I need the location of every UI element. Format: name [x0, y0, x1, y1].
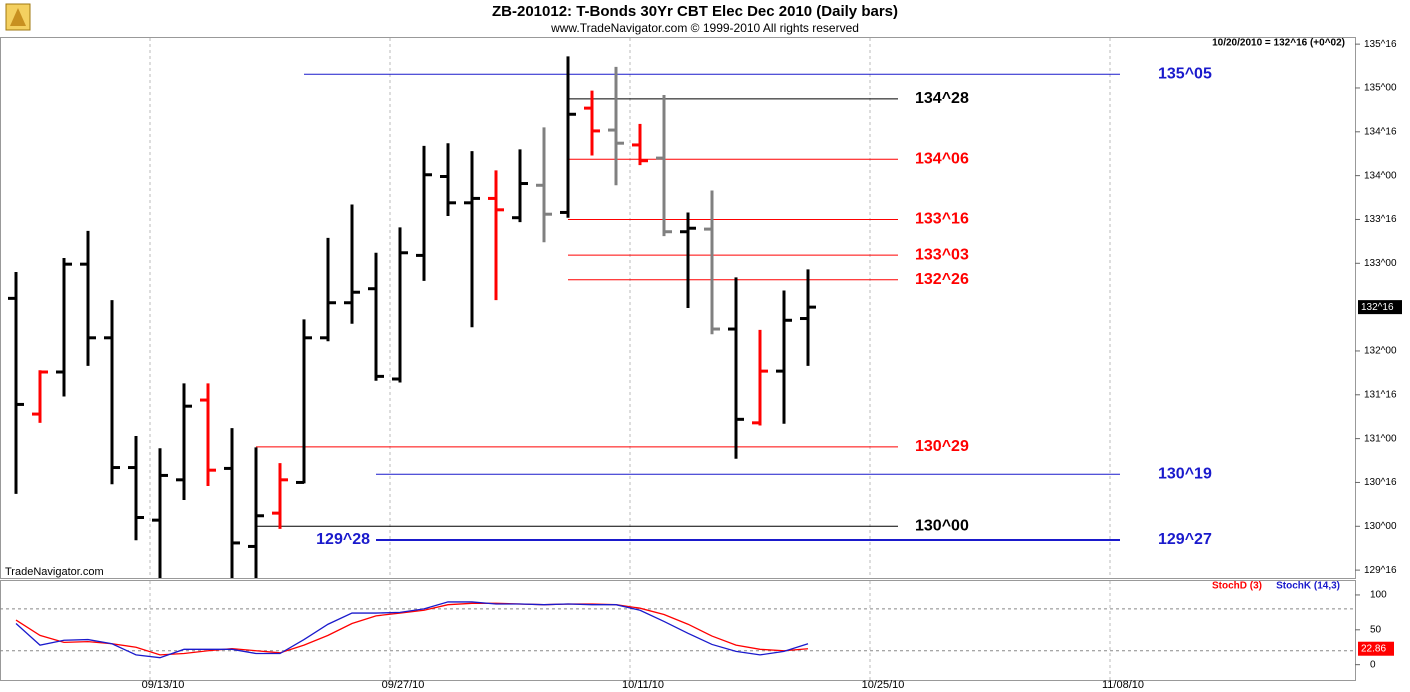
price-panel-frame: [0, 37, 1356, 579]
x-tick-label: 10/25/10: [862, 679, 905, 691]
series-line: [15, 601, 809, 659]
level-label: 133^16: [915, 211, 969, 228]
info-text: 10/20/2010 = 132^16 (+0^02): [1212, 38, 1345, 49]
annotation: 129^28: [316, 531, 370, 548]
logo-mark: [10, 8, 26, 26]
x-tick-label: 09/13/10: [142, 679, 185, 691]
legend-entry: StochK (14,3): [1276, 581, 1340, 592]
y-tick-label: 134^16: [1364, 126, 1397, 137]
x-tick-label: 09/27/10: [382, 679, 425, 691]
y-tick-label: 131^00: [1364, 433, 1397, 444]
y-tick-label: 134^00: [1364, 170, 1397, 181]
series-line: [15, 602, 809, 656]
stoch-panel-frame: [0, 580, 1356, 681]
x-tick-label: 11/08/10: [1102, 679, 1144, 691]
level-label: 130^19: [1158, 465, 1212, 482]
y-tick-label: 135^00: [1364, 83, 1397, 94]
y-tick-label: 100: [1370, 590, 1387, 601]
y-tick-label: 132^00: [1364, 346, 1397, 357]
y-tick-label: 133^00: [1364, 258, 1397, 269]
last-price-label: 132^16: [1361, 302, 1394, 313]
y-tick-label: 50: [1370, 624, 1382, 635]
x-tick-label: 10/11/10: [622, 679, 664, 691]
level-label: 135^05: [1158, 65, 1212, 82]
level-label: 130^29: [915, 438, 969, 455]
chart-title: ZB-201012: T-Bonds 30Yr CBT Elec Dec 201…: [492, 3, 898, 20]
y-tick-label: 130^00: [1364, 521, 1397, 532]
y-tick-label: 135^16: [1364, 39, 1397, 50]
logo: [5, 3, 31, 31]
legend-entry: StochD (3): [1212, 581, 1262, 592]
level-label: 133^03: [915, 246, 969, 263]
level-label: 130^00: [915, 517, 969, 534]
chart-subtitle: www.TradeNavigator.com © 1999-2010 All r…: [550, 21, 859, 35]
last-value-box: [1358, 641, 1394, 656]
y-tick-label: 133^16: [1364, 214, 1397, 225]
level-label: 134^06: [915, 150, 969, 167]
y-tick-label: 130^16: [1364, 477, 1397, 488]
level-label: 129^27: [1158, 531, 1212, 548]
last-price-box: [1358, 300, 1402, 315]
level-label: 132^26: [915, 271, 969, 288]
watermark: TradeNavigator.com: [5, 566, 104, 578]
last-value-label: 22.86: [1361, 643, 1386, 654]
y-tick-label: 129^16: [1364, 565, 1397, 576]
y-tick-label: 0: [1370, 659, 1376, 670]
y-tick-label: 131^16: [1364, 389, 1397, 400]
level-label: 134^28: [915, 90, 969, 107]
